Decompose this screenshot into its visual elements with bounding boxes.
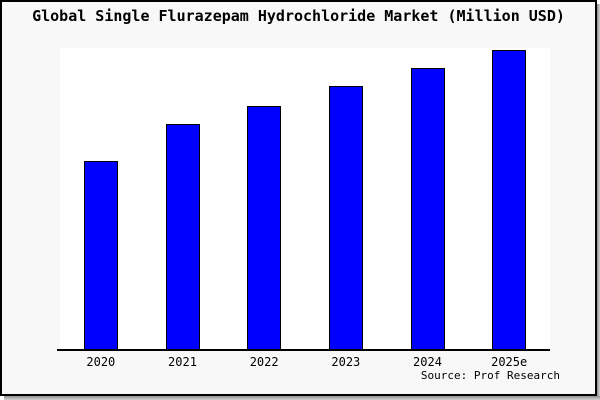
plot-area [57,48,550,351]
x-tick-2022: 2022 [249,355,279,369]
source-credit: Source: Prof Research [420,369,560,382]
x-tick-2023: 2023 [331,355,361,369]
bar-2024 [410,68,445,351]
x-tick-2021: 2021 [168,355,197,369]
bar-2025e [492,50,527,351]
bar-2023 [328,86,363,351]
x-tick-2020: 2020 [86,355,116,369]
frame-shadow-right [597,4,600,396]
x-tick-2025e: 2025e [491,355,528,369]
frame-shadow-bottom [4,396,600,400]
bar-2021 [165,123,200,351]
x-tick-labels: 2020 2021 2022 2023 2024 2025e [60,355,550,371]
x-tick-2024: 2024 [413,355,442,369]
x-axis-line [57,349,550,351]
bar-2020 [83,161,118,351]
bar-2022 [247,105,282,351]
chart-title: Global Single Flurazepam Hydrochloride M… [32,7,565,25]
